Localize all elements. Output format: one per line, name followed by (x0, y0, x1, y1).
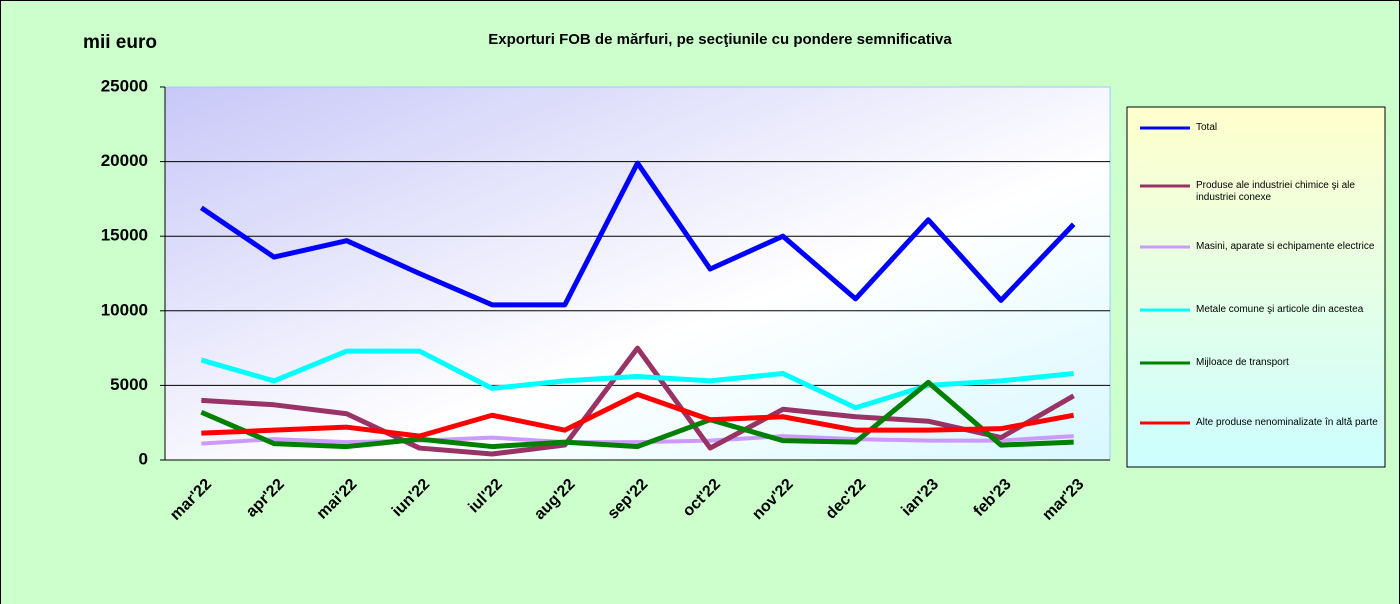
chart-title: Exporturi FOB de mărfuri, pe secţiunile … (488, 31, 952, 48)
plot-area (164, 86, 1111, 461)
legend-label: Masini, aparate si echipamente electrice (1196, 241, 1375, 252)
legend-box (1126, 106, 1386, 468)
y-tick-label: 25000 (101, 76, 148, 95)
series-line (201, 434, 1074, 446)
series-line (200, 379, 1074, 450)
legend-label: Produse ale industriei chimice şi ale in… (1196, 180, 1355, 203)
series-line (201, 391, 1075, 439)
legend-label: Alte produse nenominalizate în altă part… (1196, 417, 1378, 428)
y-tick-label: 20000 (101, 151, 148, 170)
y-tick-label: 0 (139, 449, 148, 468)
legend-label: Mijloace de transport (1196, 357, 1289, 368)
y-tick-label: 5000 (110, 375, 148, 394)
y-axis-label: mii euro (83, 32, 157, 53)
legend-label: Metale comune şi articole din acestea (1196, 304, 1364, 315)
series-line (201, 345, 1075, 457)
y-tick-label: 15000 (101, 226, 148, 245)
y-tick-label: 10000 (101, 300, 148, 319)
legend-label: Total (1196, 122, 1218, 133)
series-line (199, 160, 1076, 308)
